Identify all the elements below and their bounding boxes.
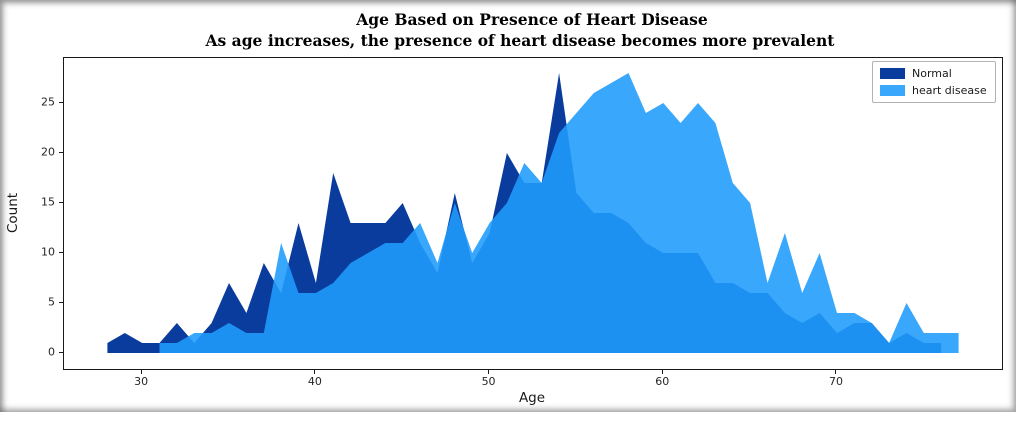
- xtick-label: 30: [134, 375, 149, 388]
- xtick-label: 70: [828, 375, 843, 388]
- legend-label-heart-disease: heart disease: [912, 84, 987, 97]
- xtick-label: 60: [655, 375, 670, 388]
- xtick-mark: [661, 369, 663, 374]
- xtick-mark: [314, 369, 316, 374]
- y-axis-label: Count: [5, 192, 21, 234]
- ytick-label: 0: [48, 345, 55, 359]
- ytick-mark: [58, 151, 63, 153]
- legend-item-heart-disease: heart disease: [880, 84, 987, 97]
- ytick-label: 10: [41, 245, 55, 259]
- heart-disease-area: [159, 73, 959, 353]
- ytick-mark: [58, 201, 63, 203]
- ytick-mark: [58, 251, 63, 253]
- xtick-label: 40: [307, 375, 322, 388]
- area-chart-svg: [107, 73, 959, 353]
- ytick-mark: [58, 351, 63, 353]
- xtick-mark: [835, 369, 837, 374]
- heart-disease-swatch-icon: [880, 85, 905, 96]
- ytick-mark: [58, 301, 63, 303]
- legend-item-normal: Normal: [880, 67, 987, 80]
- ytick-label: 25: [41, 95, 55, 109]
- normal-swatch-icon: [880, 68, 905, 79]
- ytick-mark: [58, 101, 63, 103]
- xtick-label: 50: [481, 375, 496, 388]
- xtick-mark: [488, 369, 490, 374]
- ytick-label: 5: [48, 295, 55, 309]
- chart-subtitle: As age increases, the presence of heart …: [205, 31, 835, 50]
- chart-title: Age Based on Presence of Heart Disease: [356, 10, 708, 29]
- x-axis-label: Age: [518, 390, 546, 406]
- legend-label-normal: Normal: [912, 67, 952, 80]
- ytick-label: 15: [41, 195, 55, 209]
- legend: Normal heart disease: [872, 61, 996, 103]
- ytick-label: 20: [41, 145, 55, 159]
- xtick-mark: [140, 369, 142, 374]
- plot-area: [63, 57, 1003, 370]
